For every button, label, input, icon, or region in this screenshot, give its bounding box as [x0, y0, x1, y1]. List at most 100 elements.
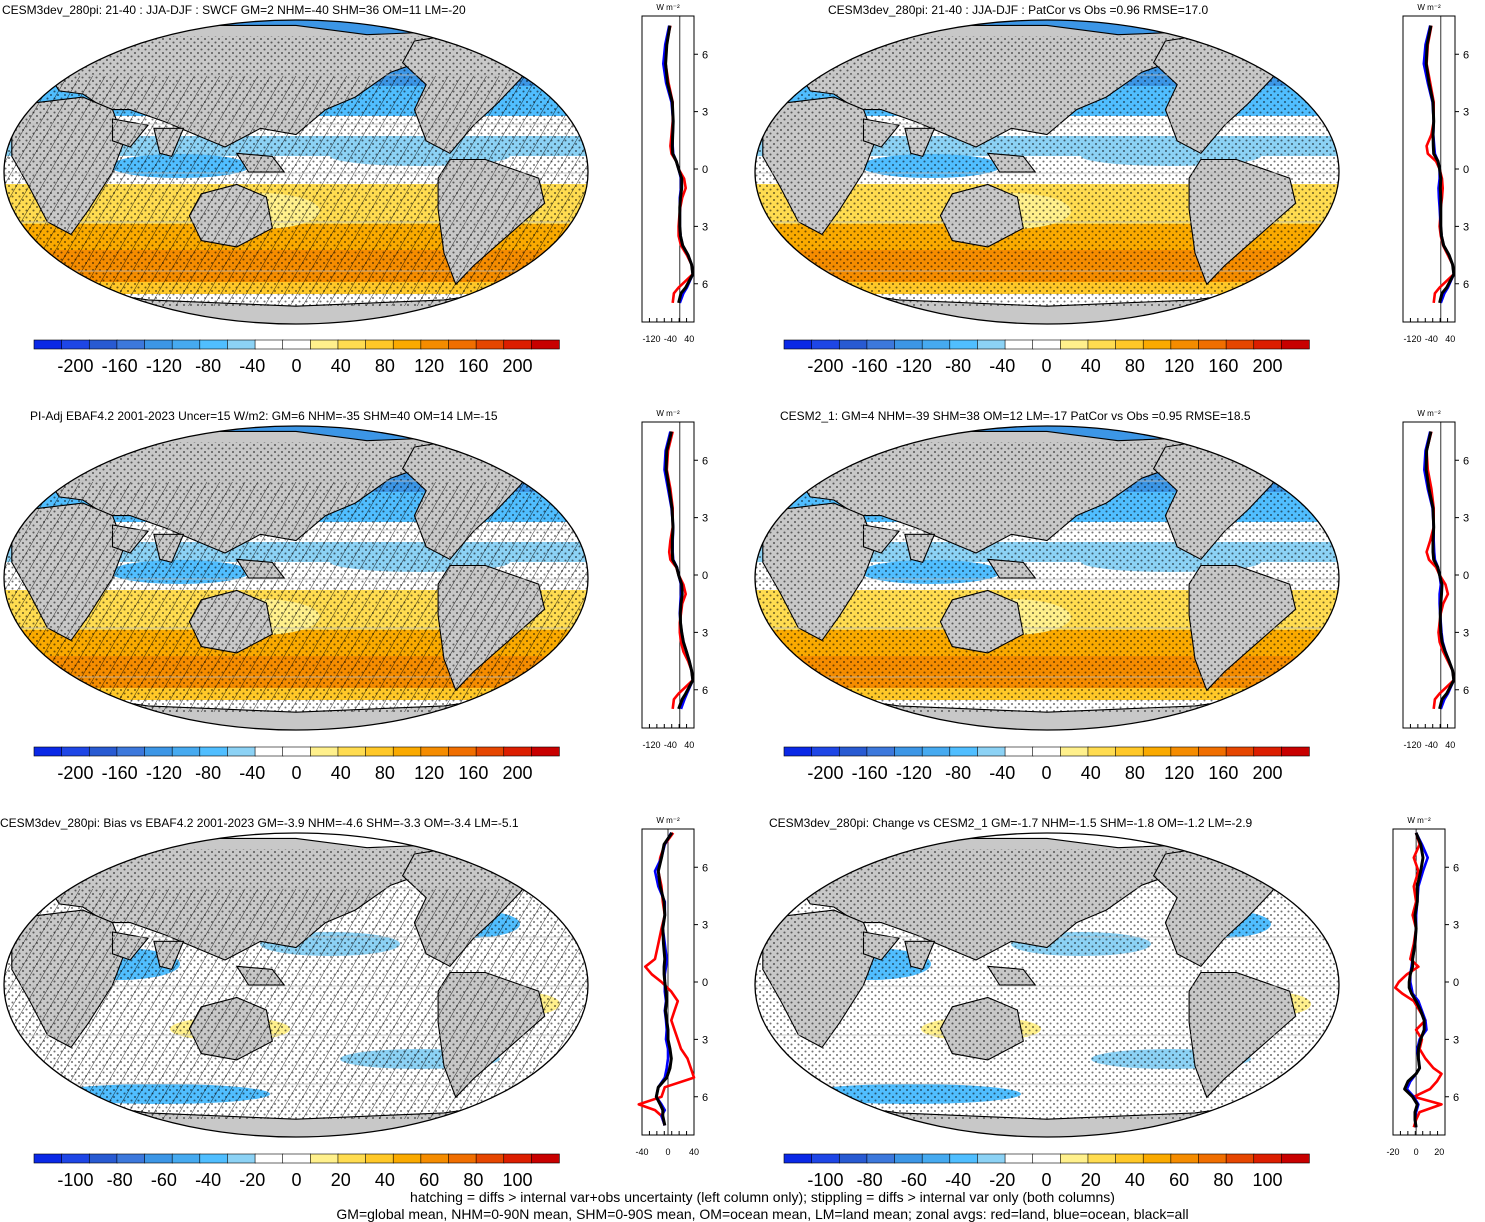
- colorbar-swatch: [1032, 339, 1062, 350]
- map-outline: [3, 425, 589, 731]
- colorbar-swatch: [1225, 339, 1255, 350]
- colorbar-swatch: [1142, 339, 1172, 350]
- zonal-line-red: [1425, 431, 1456, 710]
- colorbar-label: -80: [945, 763, 971, 783]
- colorbar-swatch: [866, 746, 896, 757]
- zonal-ytick-label: 30N: [1453, 920, 1459, 932]
- colorbar-swatch: [88, 1153, 118, 1164]
- colorbar-swatch: [171, 1153, 201, 1164]
- footer-note-means: GM=global mean, NHM=0-90N mean, SHM=0-90…: [336, 1206, 1189, 1222]
- colorbar-label: -200: [807, 356, 843, 376]
- colorbar-swatch: [1225, 746, 1255, 757]
- world-map: [754, 832, 1340, 1138]
- world-map: [3, 832, 589, 1138]
- colorbar-label: -20: [989, 1170, 1015, 1190]
- colorbar-label: 20: [331, 1170, 351, 1190]
- zonal-ytick-label: 30N: [1463, 107, 1469, 119]
- colorbar-label: 40: [1081, 356, 1101, 376]
- colorbar-swatch: [282, 339, 312, 350]
- panel-title: PI-Adj EBAF4.2 2001-2023 Uncer=15 W/m2: …: [30, 409, 498, 423]
- hatching: [4, 482, 588, 712]
- zonal-xtick-label: 0: [1414, 1147, 1419, 1157]
- land-greenland: [1199, 20, 1256, 42]
- colorbar-label: -100: [807, 1170, 843, 1190]
- colorbar: -200 -160 -120 -80 -40 0 40 80 120 160 200: [33, 339, 560, 376]
- colorbar-swatch: [1060, 746, 1089, 757]
- zonal-ytick-label: 60N: [1463, 49, 1469, 61]
- colorbar-swatch: [144, 1153, 173, 1164]
- colorbar-label: 40: [1081, 763, 1101, 783]
- colorbar-swatch: [921, 1153, 951, 1164]
- colorbar-swatch: [33, 746, 63, 757]
- zonal-ytick-label: 60S: [1463, 685, 1469, 697]
- zonal-ytick-label: 60N: [702, 49, 708, 61]
- map-outline: [754, 425, 1340, 731]
- colorbar-swatch: [310, 339, 339, 350]
- zonal-units-label: W m⁻²: [656, 816, 680, 825]
- zonal-units-label: W m⁻²: [1417, 3, 1441, 12]
- map-outline: [754, 832, 1340, 1138]
- world-map: [754, 19, 1340, 325]
- colorbar-swatch: [1198, 339, 1227, 350]
- colorbar-swatch: [1060, 339, 1089, 350]
- zonal-ytick-label: 0: [702, 570, 708, 582]
- colorbar-swatch: [949, 1153, 979, 1164]
- colorbar-label: -120: [896, 356, 932, 376]
- map-field: [4, 20, 588, 324]
- zonal-xtick-label: -120: [1403, 334, 1421, 344]
- zonal-units-label: W m⁻²: [656, 3, 680, 12]
- colorbar-swatch: [1170, 746, 1200, 757]
- colorbar-swatch: [949, 746, 979, 757]
- colorbar-swatch: [475, 1153, 505, 1164]
- colorbar-swatch: [1115, 1153, 1144, 1164]
- colorbar-label: -200: [57, 763, 93, 783]
- colorbar-swatch: [199, 339, 229, 350]
- colorbar-swatch: [171, 746, 201, 757]
- zonal-ytick-label: 0: [1463, 570, 1469, 582]
- colorbar-label: -60: [151, 1170, 177, 1190]
- colorbar-swatch: [144, 339, 173, 350]
- land-greenland: [448, 833, 505, 855]
- colorbar-swatch: [921, 339, 951, 350]
- colorbar-swatch: [1032, 746, 1062, 757]
- colorbar-label: 120: [414, 356, 444, 376]
- zonal-line-black: [664, 431, 695, 710]
- colorbar-swatch: [61, 1153, 90, 1164]
- zonal-xtick-label: -40: [664, 334, 677, 344]
- colorbar-swatch: [1253, 1153, 1283, 1164]
- colorbar-swatch: [977, 339, 1006, 350]
- colorbar-swatch: [254, 339, 284, 350]
- colorbar-swatch: [531, 1153, 560, 1164]
- colorbar-swatch: [894, 339, 923, 350]
- colorbar-label: 200: [503, 356, 533, 376]
- colorbar-label: 200: [1253, 356, 1283, 376]
- colorbar-label: 160: [1208, 763, 1238, 783]
- zonal-line-black: [1403, 832, 1426, 1128]
- colorbar-swatch: [949, 339, 979, 350]
- stippling: [755, 849, 1339, 1119]
- zonal-xtick-label: -40: [635, 1147, 648, 1157]
- zonal-line-black: [654, 831, 674, 1126]
- colorbar-label: 120: [414, 763, 444, 783]
- colorbar-swatch: [227, 1153, 256, 1164]
- colorbar-swatch: [310, 746, 339, 757]
- colorbar-swatch: [1225, 1153, 1255, 1164]
- zonal-frame: [1402, 421, 1456, 729]
- zonal-mean-plot: W m⁻² 60N 30N 0 30S 60S -40 0 40: [635, 816, 708, 1157]
- colorbar-swatch: [199, 746, 229, 757]
- zonal-units-label: W m⁻²: [656, 409, 680, 418]
- colorbar-swatch: [448, 1153, 477, 1164]
- colorbar-label: -80: [195, 356, 221, 376]
- colorbar-swatch: [420, 1153, 450, 1164]
- colorbar-swatch: [420, 746, 450, 757]
- colorbar-swatch: [392, 746, 422, 757]
- colorbar-swatch: [33, 339, 63, 350]
- colorbar-label: -200: [807, 763, 843, 783]
- colorbar-swatch: [144, 746, 173, 757]
- zonal-mean-plot: W m⁻² 60N 30N 0 30S 60S -120 -40 40: [641, 409, 708, 750]
- colorbar-swatch: [1281, 1153, 1310, 1164]
- colorbar-swatch: [254, 1153, 284, 1164]
- zonal-line-red: [1425, 25, 1456, 304]
- world-map: [3, 19, 589, 325]
- colorbar-swatch: [227, 746, 256, 757]
